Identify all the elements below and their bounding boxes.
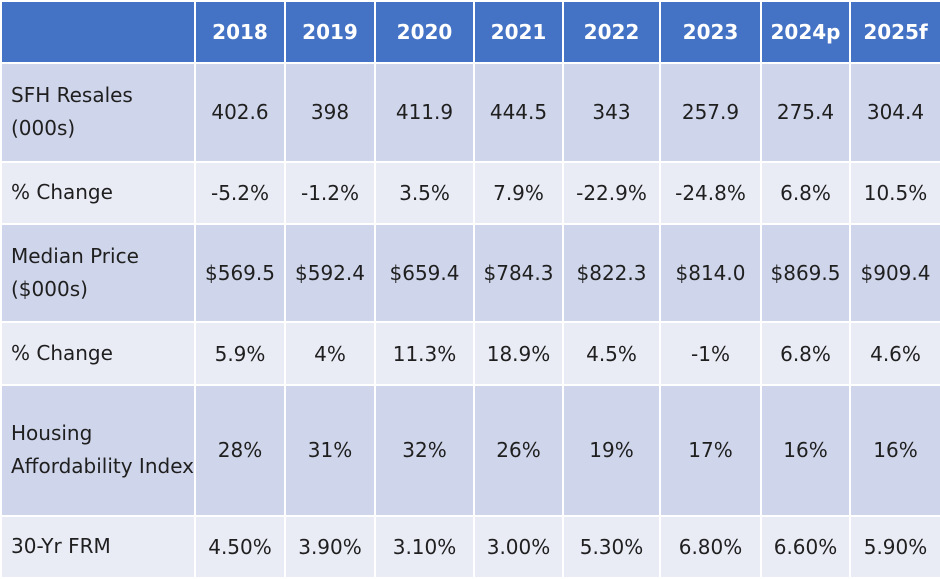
table-cell: 3.90%: [284, 514, 376, 579]
row-label: Median Price ($000s): [0, 222, 196, 324]
table-cell: $814.0: [659, 222, 762, 324]
table-cell: -1%: [659, 321, 762, 386]
table-cell: $659.4: [374, 222, 475, 324]
table-cell: 3.5%: [374, 160, 475, 225]
table-cell: 5.90%: [849, 514, 940, 579]
table-cell: 16%: [849, 383, 940, 517]
table-row: Housing Affordability Index 28% 31% 32% …: [0, 383, 940, 517]
table-cell: 10.5%: [849, 160, 940, 225]
column-header: 2023: [659, 0, 762, 64]
table-cell: 6.80%: [659, 514, 762, 579]
table-cell: 11.3%: [374, 321, 475, 386]
table-cell: 275.4: [760, 62, 851, 163]
column-header: 2019: [284, 0, 376, 64]
table-cell: 398: [284, 62, 376, 163]
column-header: 2024p: [760, 0, 851, 64]
table-cell: 4.6%: [849, 321, 940, 386]
table-cell: 18.9%: [473, 321, 564, 386]
column-header: 2021: [473, 0, 564, 64]
table-cell: 31%: [284, 383, 376, 517]
table-cell: $869.5: [760, 222, 851, 324]
table-cell: 4.5%: [562, 321, 661, 386]
table-cell: $909.4: [849, 222, 940, 324]
table-cell: $822.3: [562, 222, 661, 324]
table-cell: 343: [562, 62, 661, 163]
header-row: 2018 2019 2020 2021 2022 2023 2024p 2025…: [0, 0, 940, 64]
row-label: Housing Affordability Index: [0, 383, 196, 517]
table-cell: 4.50%: [194, 514, 286, 579]
table-cell: 6.8%: [760, 321, 851, 386]
table-row: SFH Resales (000s) 402.6 398 411.9 444.5…: [0, 62, 940, 163]
column-header: 2022: [562, 0, 661, 64]
table-cell: 257.9: [659, 62, 762, 163]
table-row: % Change -5.2% -1.2% 3.5% 7.9% -22.9% -2…: [0, 160, 940, 225]
table-cell: $569.5: [194, 222, 286, 324]
table-cell: 5.9%: [194, 321, 286, 386]
table-cell: 6.8%: [760, 160, 851, 225]
table-cell: 304.4: [849, 62, 940, 163]
table-cell: 4%: [284, 321, 376, 386]
table-cell: 28%: [194, 383, 286, 517]
table-cell: 3.10%: [374, 514, 475, 579]
table-cell: 5.30%: [562, 514, 661, 579]
table-row: 30-Yr FRM 4.50% 3.90% 3.10% 3.00% 5.30% …: [0, 514, 940, 579]
table-cell: 411.9: [374, 62, 475, 163]
table-cell: 402.6: [194, 62, 286, 163]
table-cell: -5.2%: [194, 160, 286, 225]
table-cell: 16%: [760, 383, 851, 517]
table-cell: $592.4: [284, 222, 376, 324]
table-cell: 6.60%: [760, 514, 851, 579]
table-cell: 19%: [562, 383, 661, 517]
table-row: Median Price ($000s) $569.5 $592.4 $659.…: [0, 222, 940, 324]
table-cell: 26%: [473, 383, 564, 517]
table-row: % Change 5.9% 4% 11.3% 18.9% 4.5% -1% 6.…: [0, 321, 940, 386]
row-label: 30-Yr FRM: [0, 514, 196, 579]
column-header: 2025f: [849, 0, 940, 64]
table-cell: 3.00%: [473, 514, 564, 579]
table-cell: 17%: [659, 383, 762, 517]
row-label: % Change: [0, 160, 196, 225]
header-corner-cell: [0, 0, 196, 64]
table-cell: $784.3: [473, 222, 564, 324]
table-cell: -22.9%: [562, 160, 661, 225]
table-cell: -24.8%: [659, 160, 762, 225]
row-label: % Change: [0, 321, 196, 386]
table-cell: -1.2%: [284, 160, 376, 225]
row-label: SFH Resales (000s): [0, 62, 196, 163]
table-cell: 444.5: [473, 62, 564, 163]
column-header: 2018: [194, 0, 286, 64]
table-cell: 7.9%: [473, 160, 564, 225]
table-cell: 32%: [374, 383, 475, 517]
column-header: 2020: [374, 0, 475, 64]
